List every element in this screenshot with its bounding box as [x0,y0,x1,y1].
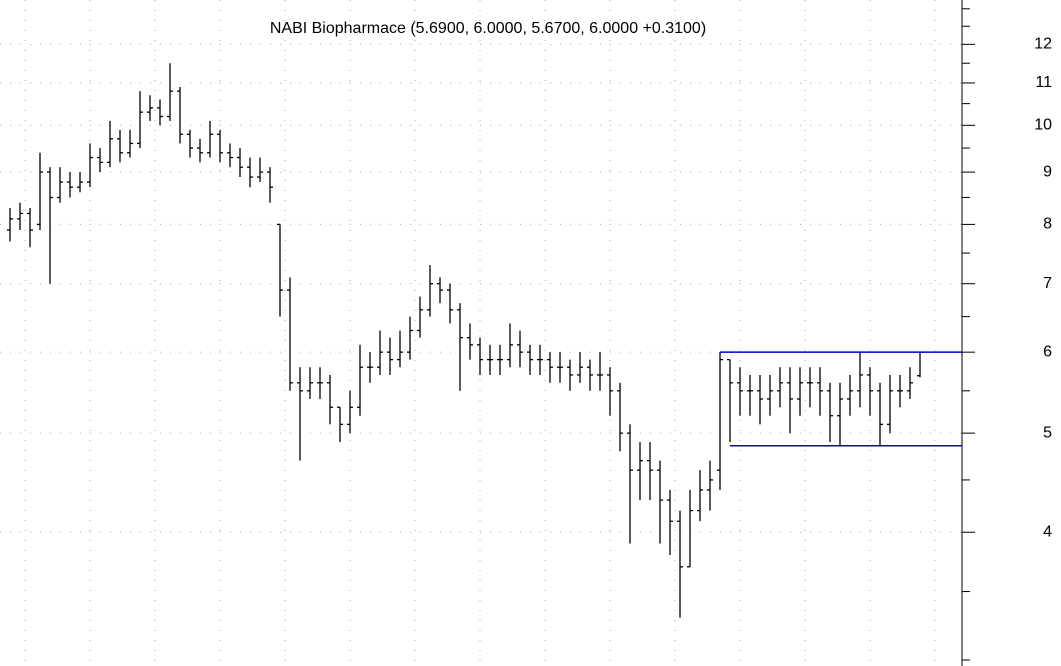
y-tick-label: 10 [1034,117,1052,134]
y-tick-label: 8 [1043,216,1052,233]
y-tick-label: 11 [1035,74,1052,91]
y-tick-label: 6 [1043,343,1052,360]
y-tick-label: 7 [1043,275,1052,292]
y-tick-label: 5 [1043,424,1052,441]
y-tick-label: 9 [1043,163,1052,180]
y-tick-label: 12 [1034,36,1052,53]
chart-subtitle: NABI Biopharmace (5.6900, 6.0000, 5.6700… [270,20,706,37]
y-tick-label: 4 [1043,523,1052,540]
